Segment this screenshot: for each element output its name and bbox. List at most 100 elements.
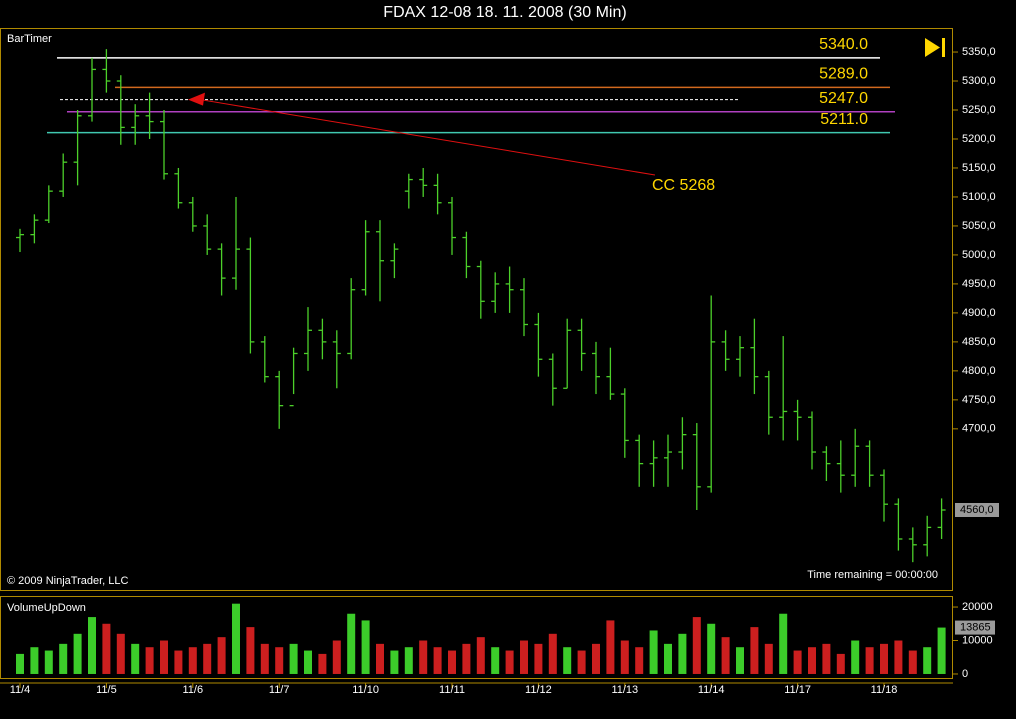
volume-bar bbox=[793, 650, 802, 674]
volume-bar bbox=[174, 650, 183, 674]
volume-bar bbox=[390, 650, 399, 674]
x-tick-label: 11/12 bbox=[525, 684, 552, 696]
volume-bar bbox=[404, 647, 413, 674]
y-tick-label: 20000 bbox=[962, 601, 993, 613]
y-tick-label: 5100,0 bbox=[962, 191, 996, 203]
y-tick-label: 0 bbox=[962, 668, 968, 680]
volume-bar bbox=[433, 647, 442, 674]
indicator-label: BarTimer bbox=[7, 33, 52, 45]
volume-bar bbox=[721, 637, 730, 674]
last-price-label: 4560,0 bbox=[960, 504, 994, 516]
y-tick-label: 5250,0 bbox=[962, 104, 996, 116]
volume-bar bbox=[707, 623, 716, 674]
y-tick-label: 5300,0 bbox=[962, 75, 996, 87]
volume-bar bbox=[635, 647, 644, 674]
volume-bar bbox=[376, 643, 384, 674]
x-tick-label: 11/17 bbox=[784, 684, 811, 696]
volume-bar bbox=[246, 627, 255, 674]
volume-bar bbox=[347, 613, 356, 674]
volume-bar bbox=[534, 643, 543, 674]
volume-bar bbox=[750, 627, 759, 674]
y-tick-label: 10000 bbox=[962, 634, 993, 646]
volume-bar bbox=[736, 647, 744, 674]
x-tick-label: 11/14 bbox=[698, 684, 725, 696]
volume-bar bbox=[563, 647, 572, 674]
volume-bar bbox=[592, 643, 600, 674]
volume-bar bbox=[304, 650, 312, 674]
x-tick-label: 11/5 bbox=[96, 684, 117, 696]
volume-bar bbox=[894, 640, 903, 674]
annotation-text: CC 5268 bbox=[652, 177, 715, 194]
volume-bar bbox=[664, 643, 672, 674]
y-tick-label: 5350,0 bbox=[962, 46, 996, 58]
volume-bar bbox=[102, 623, 111, 674]
volume-bar bbox=[836, 653, 845, 674]
volume-bar bbox=[880, 643, 888, 674]
volume-bar bbox=[131, 643, 140, 674]
volume-bar bbox=[505, 650, 514, 674]
volume-bar bbox=[73, 633, 82, 674]
volume-bar bbox=[419, 640, 428, 674]
chart-title: FDAX 12-08 18. 11. 2008 (30 Min) bbox=[383, 4, 626, 21]
volume-bar bbox=[289, 643, 298, 674]
volume-bar bbox=[188, 647, 197, 674]
play-icon[interactable] bbox=[925, 38, 945, 57]
volume-bar bbox=[865, 647, 874, 674]
volume-bar bbox=[937, 627, 946, 674]
arrow-head bbox=[188, 92, 205, 106]
y-tick-label: 4900,0 bbox=[962, 307, 996, 319]
volume-bar bbox=[851, 640, 860, 674]
x-tick-label: 11/4 bbox=[10, 684, 31, 696]
volume-bar bbox=[275, 647, 284, 674]
last-volume-label: 13865 bbox=[960, 621, 991, 633]
volume-bar bbox=[779, 613, 788, 674]
volume-bar bbox=[260, 643, 269, 674]
volume-bar bbox=[145, 647, 154, 674]
level-label: 5340.0 bbox=[819, 36, 868, 53]
volume-bar bbox=[448, 650, 456, 674]
y-tick-label: 4950,0 bbox=[962, 278, 996, 290]
volume-panel bbox=[0, 596, 953, 679]
y-tick-label: 5000,0 bbox=[962, 249, 996, 261]
volume-bar bbox=[44, 650, 53, 674]
x-tick-label: 11/13 bbox=[611, 684, 638, 696]
volume-bar bbox=[476, 637, 485, 674]
copyright: © 2009 NinjaTrader, LLC bbox=[7, 575, 128, 587]
volume-bar bbox=[160, 640, 168, 674]
volume-bar bbox=[577, 650, 586, 674]
volume-bar bbox=[764, 643, 773, 674]
volume-bar bbox=[232, 603, 240, 674]
annotation-arrow bbox=[199, 99, 656, 176]
level-label: 5289.0 bbox=[819, 66, 868, 83]
x-tick-label: 11/6 bbox=[183, 684, 204, 696]
y-tick-label: 5050,0 bbox=[962, 220, 996, 232]
level-label: 5211.0 bbox=[820, 111, 868, 128]
volume-bar bbox=[217, 637, 226, 674]
y-tick-label: 4850,0 bbox=[962, 336, 996, 348]
play-bar[interactable] bbox=[942, 38, 945, 57]
x-tick-label: 11/7 bbox=[269, 684, 290, 696]
volume-bar bbox=[606, 620, 615, 674]
x-tick-label: 11/11 bbox=[439, 684, 465, 696]
volume-bar bbox=[16, 653, 24, 674]
volume-bar bbox=[678, 633, 687, 674]
volume-bar bbox=[808, 647, 816, 674]
volume-bar bbox=[203, 643, 212, 674]
level-label: 5247.0 bbox=[819, 90, 868, 107]
volume-title: VolumeUpDown bbox=[7, 602, 86, 614]
play-triangle[interactable] bbox=[925, 38, 940, 57]
y-tick-label: 4750,0 bbox=[962, 394, 996, 406]
volume-bar bbox=[462, 643, 471, 674]
volume-bar bbox=[116, 633, 125, 674]
volume-bar bbox=[923, 647, 932, 674]
volume-bar bbox=[620, 640, 629, 674]
volume-bar bbox=[30, 647, 39, 674]
volume-bar bbox=[520, 640, 528, 674]
volume-bar bbox=[332, 640, 341, 674]
volume-bar bbox=[318, 653, 327, 674]
volume-bar bbox=[361, 620, 370, 674]
y-tick-label: 5150,0 bbox=[962, 162, 996, 174]
x-tick-label: 11/18 bbox=[871, 684, 898, 696]
